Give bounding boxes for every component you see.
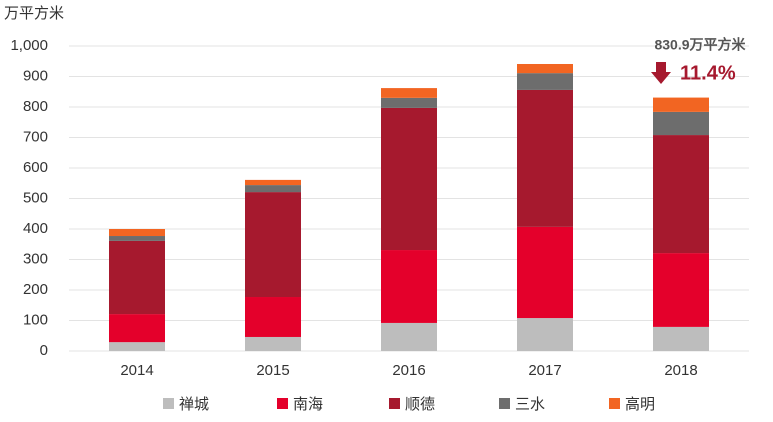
legend-swatch <box>609 398 620 409</box>
x-tick-label: 2018 <box>664 362 697 379</box>
bar-segment <box>109 236 165 241</box>
y-tick-label: 100 <box>23 311 48 328</box>
y-tick-label: 700 <box>23 128 48 145</box>
bar-segment <box>517 226 573 319</box>
legend-label: 南海 <box>293 396 323 413</box>
bar-segment <box>653 97 709 112</box>
x-tick-label: 2015 <box>256 362 289 379</box>
bar-segment <box>109 240 165 315</box>
bar-segment <box>517 63 573 74</box>
bar-segment <box>653 135 709 254</box>
bar-segment <box>653 111 709 136</box>
bar-segment <box>381 88 437 98</box>
bar-segment <box>653 326 709 351</box>
bar-segment <box>653 253 709 327</box>
down-arrow <box>651 62 671 84</box>
y-tick-label: 500 <box>23 189 48 206</box>
legend-swatch <box>499 398 510 409</box>
bar-segment <box>517 73 573 90</box>
legend-swatch <box>163 398 174 409</box>
bar-segment <box>245 179 301 186</box>
x-tick-label: 2014 <box>120 362 153 379</box>
legend-label: 高明 <box>625 396 655 413</box>
x-tick-label: 2016 <box>392 362 425 379</box>
total-annotation: 830.9万平方米 <box>654 37 746 53</box>
x-tick-label: 2017 <box>528 362 561 379</box>
bar-segment <box>245 336 301 351</box>
bar-segment <box>109 342 165 351</box>
y-tick-label: 400 <box>23 220 48 237</box>
bar-segment <box>381 97 437 108</box>
bar-segment <box>245 185 301 193</box>
y-tick-label: 600 <box>23 159 48 176</box>
bar-segment <box>517 318 573 351</box>
legend-label: 三水 <box>515 396 545 413</box>
bar-segment <box>109 229 165 237</box>
y-tick-label: 200 <box>23 281 48 298</box>
bar-segment <box>517 89 573 227</box>
bar-segment <box>109 314 165 343</box>
y-axis-label: 万平方米 <box>4 5 64 22</box>
y-tick-label: 300 <box>23 250 48 267</box>
change-annotation: 11.4% <box>680 62 736 84</box>
legend-swatch <box>389 398 400 409</box>
bar-segment <box>245 192 301 298</box>
legend-label: 顺德 <box>405 395 435 413</box>
y-tick-label: 0 <box>40 342 48 359</box>
legend-swatch <box>277 398 288 409</box>
bar-segment <box>381 107 437 251</box>
y-tick-label: 800 <box>23 98 48 115</box>
bar-segment <box>245 297 301 337</box>
bar-segment <box>381 322 437 351</box>
y-tick-label: 900 <box>23 67 48 84</box>
y-tick-label: 1,000 <box>10 37 48 54</box>
bar-segment <box>381 250 437 323</box>
legend-label: 禅城 <box>179 396 209 413</box>
